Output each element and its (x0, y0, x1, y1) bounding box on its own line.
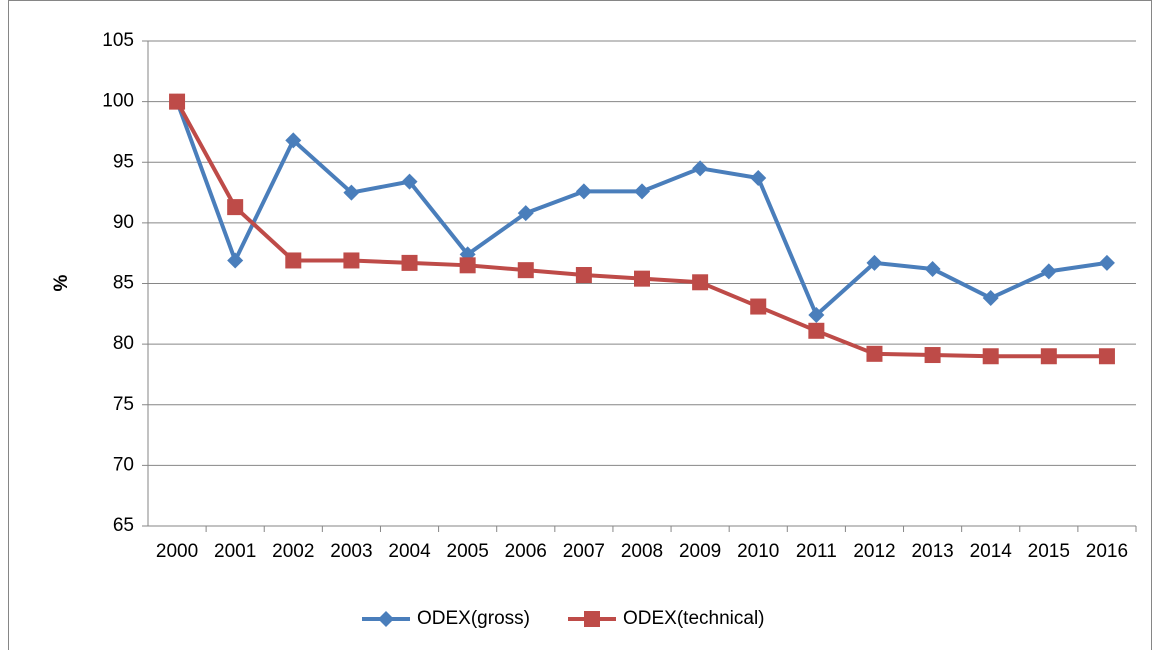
x-tick-label: 2008 (621, 541, 663, 562)
point-marker (343, 184, 360, 201)
point-marker (401, 173, 418, 190)
legend-label: ODEX(technical) (623, 608, 765, 629)
point-marker (924, 347, 941, 364)
x-tick-label: 2011 (796, 541, 837, 562)
point-marker (343, 252, 360, 269)
point-marker (692, 160, 709, 177)
point-marker (169, 93, 186, 110)
point-marker (750, 170, 767, 187)
x-tick-label: 2005 (447, 541, 489, 562)
point-marker (982, 290, 999, 307)
point-marker (808, 322, 825, 339)
point-marker (808, 307, 825, 324)
x-tick-label: 2004 (388, 541, 431, 562)
y-tick-label: 75 (113, 394, 134, 415)
chart-border (8, 0, 1152, 650)
x-tick-label: 2009 (679, 541, 721, 562)
point-marker (517, 262, 534, 279)
x-tick-label: 2002 (272, 541, 314, 562)
point-marker (1040, 263, 1057, 280)
x-tick-label: 2010 (737, 541, 779, 562)
point-marker (575, 267, 592, 284)
point-marker (227, 199, 244, 216)
x-tick-label: 2012 (853, 541, 895, 562)
point-marker (750, 298, 767, 315)
legend-marker (584, 611, 600, 627)
x-tick-label: 2014 (970, 541, 1013, 562)
point-marker (575, 183, 592, 200)
point-marker (1098, 254, 1115, 271)
y-tick-label: 85 (113, 273, 134, 294)
point-marker (285, 252, 302, 269)
point-marker (692, 274, 709, 291)
y-tick-label: 70 (113, 454, 134, 475)
series-line (175, 100, 1107, 359)
point-marker (401, 254, 418, 271)
x-tick-label: 2007 (563, 541, 605, 562)
x-tick-label: 2015 (1028, 541, 1070, 562)
point-marker (924, 260, 941, 277)
x-tick-label: 2006 (505, 541, 547, 562)
y-axis-label: % (51, 274, 72, 291)
x-tick-label: 2000 (156, 541, 198, 562)
point-marker (866, 345, 883, 362)
point-marker (982, 348, 999, 365)
point-marker (459, 257, 476, 274)
point-marker (285, 132, 302, 149)
x-tick-label: 2013 (911, 541, 953, 562)
point-marker (517, 205, 534, 222)
point-marker (634, 270, 650, 287)
point-marker (866, 254, 883, 271)
legend-label: ODEX(gross) (417, 608, 530, 629)
y-tick-label: 90 (113, 212, 134, 233)
y-tick-label: 100 (102, 91, 134, 112)
point-marker (1098, 348, 1115, 365)
legend-marker (378, 611, 394, 627)
y-tick-label: 80 (113, 333, 134, 354)
x-tick-label: 2001 (214, 541, 256, 562)
y-tick-label: 65 (113, 515, 134, 536)
y-tick-label: 105 (102, 30, 134, 51)
x-tick-label: 2016 (1086, 541, 1128, 562)
y-tick-label: 95 (113, 151, 134, 172)
point-marker (634, 183, 650, 200)
x-tick-label: 2003 (330, 541, 372, 562)
point-marker (1040, 348, 1057, 365)
point-marker (227, 252, 244, 269)
